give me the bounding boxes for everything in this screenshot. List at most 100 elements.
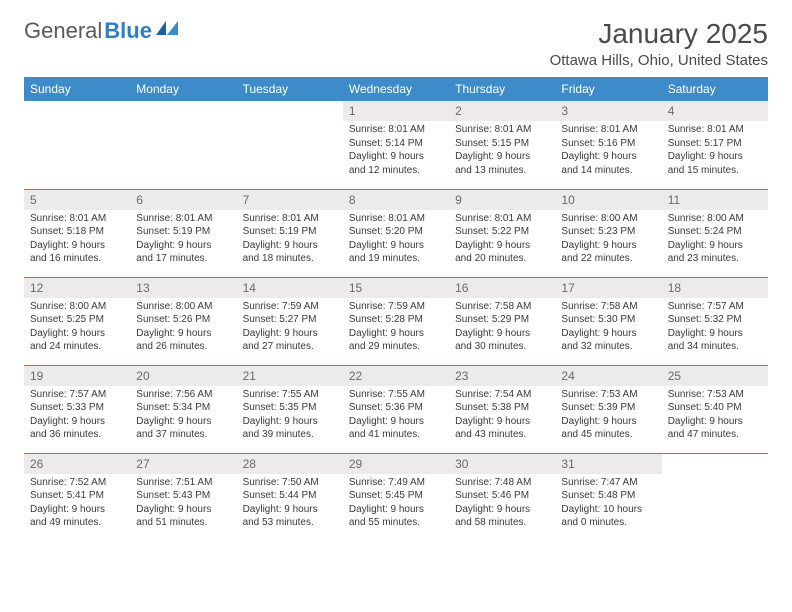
sunset-line: Sunset: 5:32 PM <box>668 313 762 327</box>
calendar-row: 5 Sunrise: 8:01 AM Sunset: 5:18 PM Daylight… <box>24 189 768 277</box>
sunrise-line: Sunrise: 7:50 AM <box>243 476 337 490</box>
daylight-line: Daylight: 9 hours and 26 minutes. <box>136 327 230 354</box>
weekday-header: Thursday <box>449 77 555 101</box>
logo: General Blue <box>24 18 178 44</box>
daylight-line: Daylight: 9 hours and 13 minutes. <box>455 150 549 177</box>
empty-daynum <box>130 101 236 121</box>
empty-daynum <box>237 101 343 121</box>
sunset-line: Sunset: 5:36 PM <box>349 401 443 415</box>
sunset-line: Sunset: 5:24 PM <box>668 225 762 239</box>
day-number: 7 <box>237 190 343 210</box>
day-cell: 26Sunrise: 7:52 AMSunset: 5:41 PMDayligh… <box>24 453 130 541</box>
calendar-body: 1Sunrise: 8:01 AMSunset: 5:14 PMDaylight… <box>24 101 768 541</box>
sunset-line: Sunset: 5:28 PM <box>349 313 443 327</box>
sunset-line: Sunset: 5:46 PM <box>455 489 549 503</box>
day-cell: 16Sunrise: 7:58 AMSunset: 5:29 PMDayligh… <box>449 277 555 365</box>
day-cell: 12Sunrise: 8:00 AMSunset: 5:25 PMDayligh… <box>24 277 130 365</box>
sunset-line: Sunset: 5:48 PM <box>561 489 655 503</box>
day-cell: 2Sunrise: 8:01 AMSunset: 5:15 PMDaylight… <box>449 101 555 189</box>
day-cell: 19Sunrise: 7:57 AMSunset: 5:33 PMDayligh… <box>24 365 130 453</box>
sunrise-line: Sunrise: 7:58 AM <box>561 300 655 314</box>
day-number: 24 <box>555 366 661 386</box>
daylight-line: Daylight: 9 hours and 30 minutes. <box>455 327 549 354</box>
day-number: 20 <box>130 366 236 386</box>
day-cell: 5Sunrise: 8:01 AMSunset: 5:18 PMDaylight… <box>24 189 130 277</box>
sunrise-line: Sunrise: 7:56 AM <box>136 388 230 402</box>
sunrise-line: Sunrise: 8:01 AM <box>349 212 443 226</box>
day-number: 31 <box>555 454 661 474</box>
sunrise-line: Sunrise: 8:01 AM <box>561 123 655 137</box>
sunset-line: Sunset: 5:22 PM <box>455 225 549 239</box>
day-cell: 1Sunrise: 8:01 AMSunset: 5:14 PMDaylight… <box>343 101 449 189</box>
month-title: January 2025 <box>550 18 768 50</box>
sunset-line: Sunset: 5:39 PM <box>561 401 655 415</box>
empty-daynum <box>24 101 130 121</box>
day-cell: 30Sunrise: 7:48 AMSunset: 5:46 PMDayligh… <box>449 453 555 541</box>
day-number: 5 <box>24 190 130 210</box>
sunrise-line: Sunrise: 7:57 AM <box>30 388 124 402</box>
sunrise-line: Sunrise: 7:54 AM <box>455 388 549 402</box>
sunset-line: Sunset: 5:19 PM <box>136 225 230 239</box>
day-cell: 14 Sunrise: 7:59 AMSunset: 5:27 PMDayligh… <box>237 277 343 365</box>
sunset-line: Sunset: 5:18 PM <box>30 225 124 239</box>
empty-cell <box>662 453 768 541</box>
header: General Blue January 2025 Ottawa Hills, … <box>24 18 768 69</box>
day-cell: 24Sunrise: 7:53 AMSunset: 5:39 PMDayligh… <box>555 365 661 453</box>
weekday-header: Wednesday <box>343 77 449 101</box>
daylight-line: Daylight: 9 hours and 37 minutes. <box>136 415 230 442</box>
daylight-line: Daylight: 9 hours and 49 minutes. <box>30 503 124 530</box>
sunrise-line: Sunrise: 7:53 AM <box>561 388 655 402</box>
sunset-line: Sunset: 5:25 PM <box>30 313 124 327</box>
day-cell: 9Sunrise: 8:01 AMSunset: 5:22 PMDaylight… <box>449 189 555 277</box>
daylight-line: Daylight: 9 hours and 34 minutes. <box>668 327 762 354</box>
daylight-line: Daylight: 9 hours and 14 minutes. <box>561 150 655 177</box>
flag-icon <box>156 21 178 42</box>
day-number: 6 <box>130 190 236 210</box>
sunrise-line: Sunrise: 7:51 AM <box>136 476 230 490</box>
logo-text-blue: Blue <box>104 18 152 44</box>
day-cell: 27Sunrise: 7:51 AMSunset: 5:43 PMDayligh… <box>130 453 236 541</box>
sunrise-line: Sunrise: 7:57 AM <box>668 300 762 314</box>
weekday-header: Friday <box>555 77 661 101</box>
day-cell: 4Sunrise: 8:01 AMSunset: 5:17 PMDaylight… <box>662 101 768 189</box>
day-cell: 10Sunrise: 8:00 AMSunset: 5:23 PMDayligh… <box>555 189 661 277</box>
sunrise-line: Sunrise: 8:01 AM <box>668 123 762 137</box>
day-number: 17 <box>555 278 661 298</box>
logo-text-general: General <box>24 18 102 44</box>
sunset-line: Sunset: 5:27 PM <box>243 313 337 327</box>
day-number: 15 <box>343 278 449 298</box>
calendar-row: 19Sunrise: 7:57 AMSunset: 5:33 PMDayligh… <box>24 365 768 453</box>
sunrise-line: Sunrise: 7:59 AM <box>349 300 443 314</box>
day-cell: 11Sunrise: 8:00 AMSunset: 5:24 PMDayligh… <box>662 189 768 277</box>
daylight-line: Daylight: 9 hours and 51 minutes. <box>136 503 230 530</box>
day-cell: 18Sunrise: 7:57 AMSunset: 5:32 PMDayligh… <box>662 277 768 365</box>
day-number: 8 <box>343 190 449 210</box>
daylight-line: Daylight: 10 hours and 0 minutes. <box>561 503 655 530</box>
calendar-table: SundayMondayTuesdayWednesdayThursdayFrid… <box>24 77 768 541</box>
sunset-line: Sunset: 5:19 PM <box>243 225 337 239</box>
daylight-line: Daylight: 9 hours and 41 minutes. <box>349 415 443 442</box>
sunset-line: Sunset: 5:38 PM <box>455 401 549 415</box>
day-number: 12 <box>24 278 130 298</box>
daylight-line: Daylight: 9 hours and 43 minutes. <box>455 415 549 442</box>
day-cell: 29Sunrise: 7:49 AMSunset: 5:45 PMDayligh… <box>343 453 449 541</box>
sunrise-line: Sunrise: 8:01 AM <box>455 123 549 137</box>
day-number: 14 <box>237 278 343 298</box>
daylight-line: Daylight: 9 hours and 19 minutes. <box>349 239 443 266</box>
day-cell: 7Sunrise: 8:01 AMSunset: 5:19 PMDaylight… <box>237 189 343 277</box>
daylight-line: Daylight: 9 hours and 27 minutes. <box>243 327 337 354</box>
day-cell: 23Sunrise: 7:54 AMSunset: 5:38 PMDayligh… <box>449 365 555 453</box>
sunrise-line: Sunrise: 7:53 AM <box>668 388 762 402</box>
day-number: 16 <box>449 278 555 298</box>
daylight-line: Daylight: 9 hours and 17 minutes. <box>136 239 230 266</box>
day-number: 3 <box>555 101 661 121</box>
day-number: 21 <box>237 366 343 386</box>
sunrise-line: Sunrise: 7:49 AM <box>349 476 443 490</box>
sunrise-line: Sunrise: 7:59 AM <box>243 300 337 314</box>
day-number: 1 <box>343 101 449 121</box>
day-number: 22 <box>343 366 449 386</box>
day-number: 11 <box>662 190 768 210</box>
sunset-line: Sunset: 5:33 PM <box>30 401 124 415</box>
sunrise-line: Sunrise: 8:01 AM <box>136 212 230 226</box>
day-cell: 8Sunrise: 8:01 AMSunset: 5:20 PMDaylight… <box>343 189 449 277</box>
